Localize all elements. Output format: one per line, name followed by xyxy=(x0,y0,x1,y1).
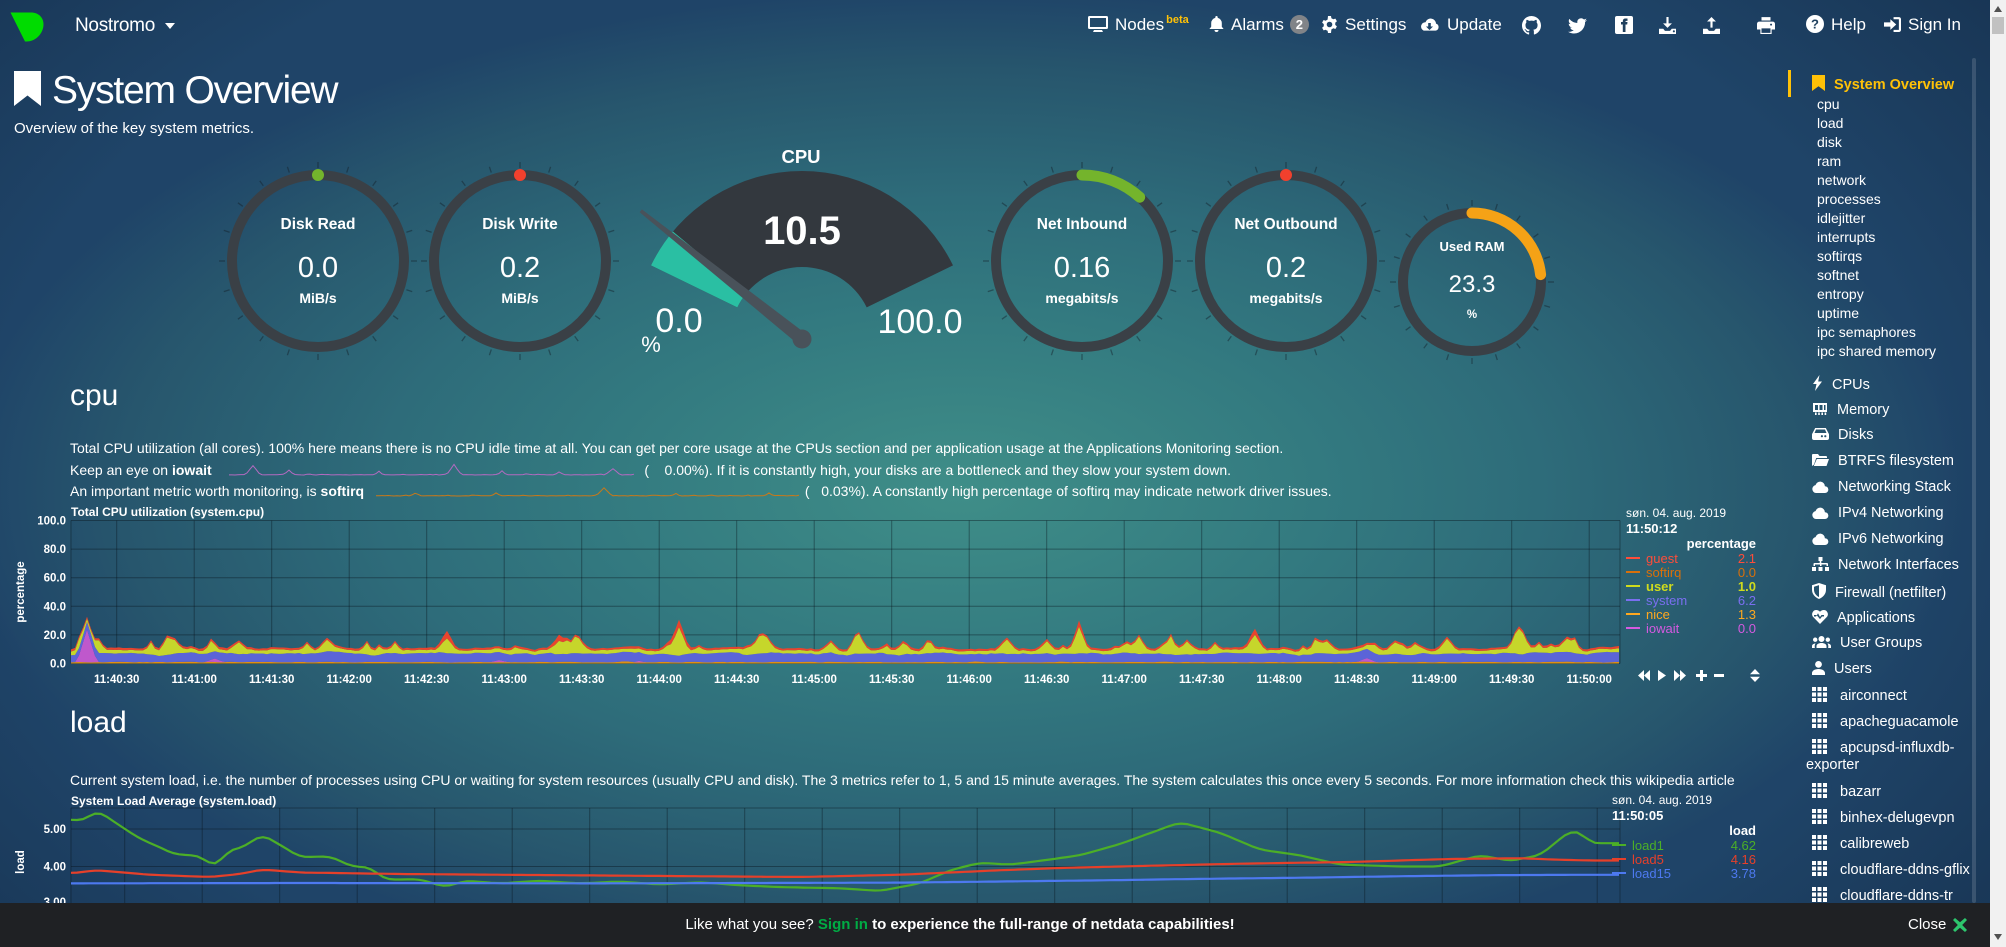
svg-text:11:48:00: 11:48:00 xyxy=(1256,674,1301,686)
svg-text:100.0: 100.0 xyxy=(37,516,66,528)
svg-text:11:41:30: 11:41:30 xyxy=(249,674,294,686)
svg-text:0.2: 0.2 xyxy=(1266,252,1306,284)
svg-text:80.0: 80.0 xyxy=(44,544,66,556)
svg-text:?: ? xyxy=(1811,17,1819,32)
svg-text:11:43:30: 11:43:30 xyxy=(559,674,604,686)
svg-text:0.0: 0.0 xyxy=(655,302,702,340)
svg-text:11:47:30: 11:47:30 xyxy=(1179,674,1224,686)
svg-text:MiB/s: MiB/s xyxy=(501,290,539,306)
svg-text:0.2: 0.2 xyxy=(500,252,540,284)
svg-text:0.0: 0.0 xyxy=(298,252,338,284)
svg-text:11:49:30: 11:49:30 xyxy=(1489,674,1534,686)
svg-text:100.0: 100.0 xyxy=(877,303,962,341)
svg-text:MiB/s: MiB/s xyxy=(299,290,337,306)
svg-text:Used RAM: Used RAM xyxy=(1439,239,1504,254)
svg-text:percentage: percentage xyxy=(15,561,27,622)
svg-text:20.0: 20.0 xyxy=(44,630,66,642)
svg-text:11:42:00: 11:42:00 xyxy=(326,674,371,686)
svg-text:%: % xyxy=(641,332,661,357)
svg-text:11:47:00: 11:47:00 xyxy=(1101,674,1146,686)
svg-text:11:40:30: 11:40:30 xyxy=(94,674,139,686)
svg-text:23.3: 23.3 xyxy=(1449,271,1496,298)
svg-text:11:44:30: 11:44:30 xyxy=(714,674,759,686)
svg-text:0.16: 0.16 xyxy=(1054,252,1110,284)
svg-text:11:45:30: 11:45:30 xyxy=(869,674,914,686)
svg-text:Net Inbound: Net Inbound xyxy=(1037,216,1127,233)
svg-text:5.00: 5.00 xyxy=(44,824,66,836)
svg-text:4.00: 4.00 xyxy=(44,862,66,874)
svg-text:11:50:00: 11:50:00 xyxy=(1566,674,1611,686)
svg-text:11:45:00: 11:45:00 xyxy=(791,674,836,686)
svg-text:11:42:30: 11:42:30 xyxy=(404,674,449,686)
svg-text:11:46:30: 11:46:30 xyxy=(1024,674,1069,686)
svg-text:CPU: CPU xyxy=(781,146,820,167)
svg-text:11:41:00: 11:41:00 xyxy=(171,674,216,686)
svg-text:11:44:00: 11:44:00 xyxy=(636,674,681,686)
svg-text:60.0: 60.0 xyxy=(44,573,66,585)
svg-text:megabits/s: megabits/s xyxy=(1249,290,1322,306)
svg-text:11:46:00: 11:46:00 xyxy=(946,674,991,686)
svg-text:10.5: 10.5 xyxy=(763,209,841,253)
svg-text:11:48:30: 11:48:30 xyxy=(1334,674,1379,686)
svg-text:11:49:00: 11:49:00 xyxy=(1411,674,1456,686)
svg-text:megabits/s: megabits/s xyxy=(1045,290,1118,306)
svg-text:load: load xyxy=(15,850,27,874)
svg-text:%: % xyxy=(1467,309,1477,321)
svg-text:40.0: 40.0 xyxy=(44,601,66,613)
svg-text:Net Outbound: Net Outbound xyxy=(1234,216,1337,233)
svg-text:11:43:00: 11:43:00 xyxy=(481,674,526,686)
svg-text:0.0: 0.0 xyxy=(50,659,66,671)
svg-text:Disk Read: Disk Read xyxy=(281,216,356,233)
svg-text:Disk Write: Disk Write xyxy=(482,216,558,233)
